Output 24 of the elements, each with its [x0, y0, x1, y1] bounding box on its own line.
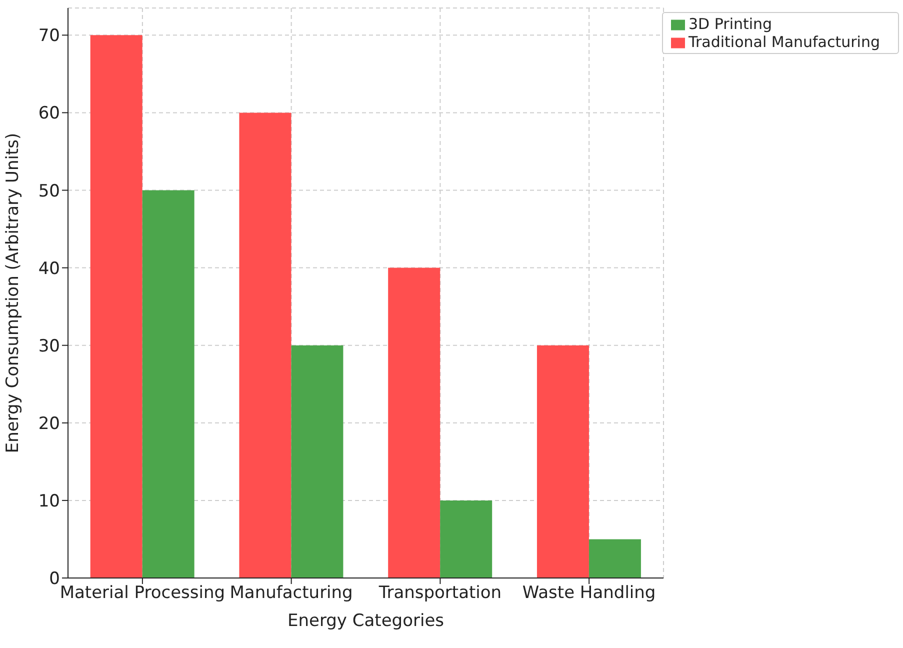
legend-label: 3D Printing	[688, 15, 772, 33]
y-axis-title: Energy Consumption (Arbitrary Units)	[3, 132, 24, 454]
bar	[440, 500, 492, 578]
y-tick-label: 30	[38, 336, 60, 356]
bar	[388, 268, 440, 578]
x-tick-label: Transportation	[378, 583, 502, 604]
x-axis-title: Energy Categories	[287, 611, 444, 631]
y-tick-label: 60	[38, 104, 60, 124]
y-tick-label: 20	[38, 414, 60, 434]
legend-label: Traditional Manufacturing	[688, 33, 880, 51]
bar	[90, 35, 142, 578]
y-tick-label: 50	[38, 181, 60, 202]
bar	[536, 345, 589, 578]
x-tick-label: Waste Handling	[522, 583, 656, 604]
bar	[291, 345, 344, 578]
bar	[142, 190, 194, 578]
y-tick-label: 40	[38, 258, 60, 279]
x-tick-label: Material Processing	[60, 583, 226, 604]
bar	[239, 112, 292, 578]
bar	[588, 539, 641, 578]
y-tick-label: 0	[49, 569, 60, 590]
y-tick-label: 10	[38, 491, 60, 512]
x-tick-label: Manufacturing	[230, 583, 353, 604]
y-tick-label: 70	[38, 26, 60, 46]
